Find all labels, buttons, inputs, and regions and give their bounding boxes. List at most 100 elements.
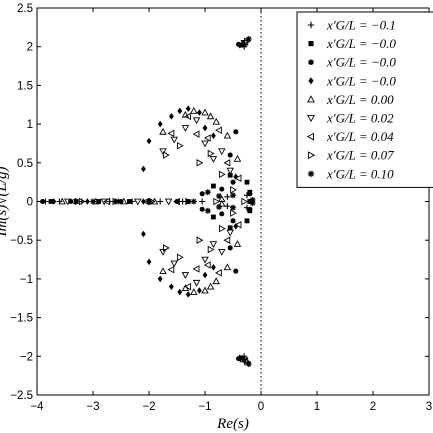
- data-point: [150, 197, 159, 205]
- data-point: [209, 241, 218, 248]
- data-point: [202, 271, 208, 279]
- data-point: [213, 197, 221, 206]
- data-point: [196, 159, 204, 167]
- data-point: [204, 207, 211, 214]
- data-point: [230, 218, 236, 224]
- data-point: [51, 198, 57, 205]
- data-point: [249, 196, 256, 203]
- legend: x′G/L = −0.1 x′G/L = −0.0 x′G/L = −0.0 x′G/…: [296, 11, 433, 188]
- legend-entry: x′G/L = 0.07: [326, 148, 394, 163]
- data-point: [211, 263, 216, 271]
- data-point: [233, 173, 239, 181]
- data-point: [170, 136, 178, 144]
- data-point: [227, 245, 233, 251]
- data-point: [247, 191, 253, 197]
- data-point: [157, 198, 164, 205]
- data-point: [206, 112, 215, 120]
- data-point: [230, 209, 237, 217]
- data-point: [227, 152, 233, 158]
- data-point: [218, 148, 226, 156]
- y-tick-label: −1: [20, 274, 33, 286]
- data-point: [209, 156, 218, 163]
- data-point: [218, 248, 226, 256]
- data-point: [233, 268, 239, 274]
- data-point: [224, 193, 231, 200]
- data-point: [230, 186, 237, 194]
- data-point: [212, 117, 220, 125]
- data-point: [226, 229, 234, 237]
- data-point: [233, 222, 239, 230]
- data-point: [207, 149, 215, 158]
- data-point: [245, 35, 252, 42]
- legend-entry: x′G/L = 0.10: [326, 166, 394, 181]
- data-point: [203, 134, 211, 142]
- data-point: [167, 129, 175, 138]
- data-point: [170, 260, 178, 268]
- data-point: [179, 198, 186, 205]
- legend-marker: [307, 95, 315, 103]
- data-point: [199, 198, 206, 205]
- data-point: [185, 105, 191, 112]
- data-point: [58, 197, 66, 205]
- legend-marker: [306, 132, 315, 141]
- data-point: [162, 151, 170, 159]
- data-point: [64, 198, 72, 206]
- data-point: [146, 137, 152, 145]
- data-point: [90, 198, 96, 205]
- data-point: [184, 282, 192, 291]
- data-point: [192, 279, 201, 287]
- legend-entry: x′G/L = −0.0: [326, 73, 396, 88]
- data-point: [204, 189, 211, 196]
- y-axis-label: Im(s)√(L/g): [0, 167, 10, 238]
- data-point: [173, 197, 180, 206]
- x-tick-label: −4: [30, 401, 44, 413]
- data-point: [219, 186, 225, 192]
- data-point: [169, 283, 174, 290]
- data-point: [245, 361, 252, 368]
- legend-entry: x′G/L = −0.0: [326, 36, 396, 51]
- data-point: [134, 198, 142, 206]
- data-point: [218, 170, 226, 179]
- x-tick-label: −3: [86, 401, 99, 413]
- legend-marker: [308, 59, 314, 65]
- data-point: [190, 198, 197, 205]
- data-point: [234, 220, 242, 229]
- data-point: [218, 199, 226, 207]
- y-tick-label: 1.5: [17, 80, 33, 92]
- data-point: [127, 199, 132, 204]
- data-point: [247, 206, 253, 212]
- data-point: [219, 211, 225, 217]
- y-tick-label: −0.5: [10, 235, 33, 247]
- data-point: [185, 199, 191, 204]
- data-point: [216, 193, 222, 200]
- legend-entry: x′G/L = 0.00: [326, 92, 394, 107]
- data-point: [185, 291, 191, 298]
- x-tick-label: −1: [198, 401, 211, 413]
- data-point: [212, 277, 220, 285]
- data-point: [185, 197, 193, 206]
- data-point: [207, 245, 215, 254]
- data-point: [157, 120, 163, 128]
- data-point: [176, 142, 184, 150]
- data-point: [78, 197, 86, 206]
- data-point: [177, 107, 183, 115]
- series-6: [69, 38, 249, 365]
- y-tick-label: −2: [20, 351, 33, 363]
- y-tick-label: 0.5: [17, 158, 33, 170]
- legend-entry: x′G/L = 0.04: [326, 129, 394, 144]
- data-point: [181, 110, 190, 118]
- axis-ticks: −4 −3 −2 −1 0 1 2 3 2.5 2 1.5 1 0.5 0 −0.5 −1 −1.5 −2 −2.5: [10, 3, 432, 413]
- x-tick-label: 2: [370, 401, 376, 413]
- data-point: [192, 130, 200, 138]
- legend-entry: x′G/L = 0.02: [326, 111, 394, 126]
- series-8: [90, 35, 256, 368]
- legend-marker: [307, 151, 316, 160]
- data-point: [244, 179, 250, 185]
- data-point: [181, 272, 190, 279]
- y-tick-label: 2: [27, 42, 33, 54]
- data-point: [230, 179, 236, 185]
- data-point: [177, 288, 183, 296]
- data-point: [100, 198, 108, 206]
- data-point: [211, 132, 216, 140]
- data-point: [48, 199, 54, 204]
